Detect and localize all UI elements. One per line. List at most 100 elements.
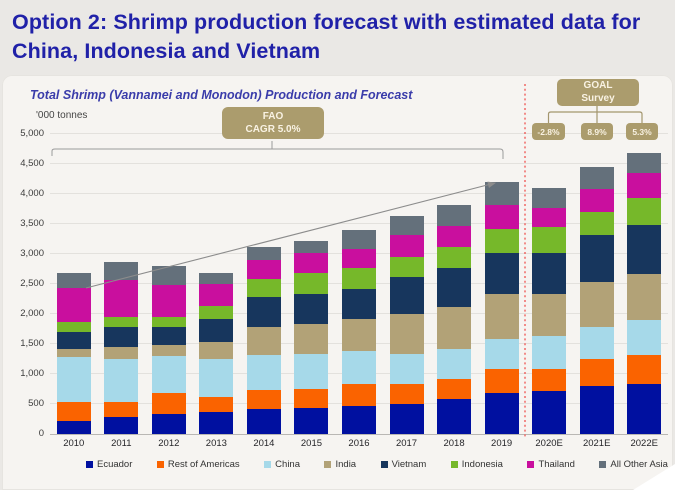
bar-segment-india-2013 (199, 342, 234, 359)
y-tick-500: 500 (28, 398, 44, 409)
goal-growth-2022e: 5.3% (626, 123, 658, 140)
legend-label-indonesia: Indonesia (461, 459, 503, 470)
bar-segment-rest-of-americas-2016 (342, 383, 376, 407)
bar-segment-rest-of-americas-2011 (104, 402, 139, 418)
bar-segment-thailand-2022e (627, 173, 662, 199)
bar-segment-all-other-asia-2020e (532, 188, 567, 209)
y-tick-0: 0 (38, 428, 44, 439)
bar-segment-india-2011 (104, 347, 139, 359)
legend-item-indonesia: Indonesia (450, 459, 503, 470)
x-tick-2010: 2010 (63, 438, 85, 449)
legend-swatch-indonesia (450, 461, 458, 468)
bar-segment-india-2015 (294, 324, 329, 355)
y-tick-4500: 4,500 (20, 158, 44, 169)
bar-segment-ecuador-2018 (437, 399, 472, 434)
bar-segment-vietnam-2022e (627, 224, 662, 274)
x-tick-2015: 2015 (300, 438, 323, 449)
gridline-4000 (50, 193, 668, 194)
gridline-3500 (50, 223, 668, 224)
bar-segment-rest-of-americas-2020e (532, 368, 567, 391)
gridline-5000 (50, 133, 668, 134)
y-tick-1000: 1,000 (20, 368, 44, 379)
y-tick-5000: 5,000 (20, 128, 44, 139)
bar-segment-china-2019 (484, 338, 519, 369)
bar-segment-rest-of-americas-2013 (199, 397, 234, 413)
bar-segment-indonesia-2019 (484, 228, 519, 254)
bar-segment-vietnam-2011 (104, 327, 139, 347)
goal-growth-2021e: 8.9% (581, 123, 613, 140)
y-tick-2000: 2,000 (20, 308, 44, 319)
bar-segment-all-other-asia-2019 (484, 182, 519, 206)
bar-segment-indonesia-2012 (151, 317, 186, 327)
bar-segment-ecuador-2019 (484, 392, 519, 434)
legend-item-china: China (264, 459, 300, 470)
bar-segment-china-2015 (294, 354, 329, 389)
bar-segment-vietnam-2013 (199, 318, 234, 343)
y-axis-tick-labels: 0 500 1,000 1,500 2,000 2,500 3,000 3,500 4,000 4… (0, 128, 44, 439)
legend-swatch-rest-of-americas (156, 461, 164, 468)
bar-segment-china-2021e (579, 327, 614, 359)
chart-title: Total Shrimp (Vannamei and Monodon) Prod… (30, 88, 413, 102)
legend-swatch-ecuador (86, 461, 93, 468)
bar-segment-thailand-2019 (484, 205, 519, 229)
bar-segment-thailand-2016 (342, 248, 376, 268)
legend-item-vietnam: Vietnam (380, 459, 426, 470)
bar-segment-ecuador-2021e (579, 386, 614, 434)
legend-label-india: India (335, 459, 357, 470)
legend-swatch-all-other-asia (599, 461, 607, 468)
bar-segment-all-other-asia-2014 (246, 246, 281, 260)
bar-segment-indonesia-2013 (199, 305, 234, 319)
bar-segment-china-2011 (104, 359, 139, 403)
chart-legend: Ecuador Rest of Americas China India Vietnam… (86, 459, 668, 470)
goal-survey-callout: GOAL Survey (557, 79, 639, 106)
bar-segment-china-2012 (151, 356, 186, 394)
x-tick-2011: 2011 (111, 438, 132, 449)
bar-segment-rest-of-americas-2021e (579, 359, 614, 386)
bar-segment-thailand-2013 (199, 284, 234, 306)
bar-segment-vietnam-2016 (342, 288, 376, 319)
bar-segment-all-other-asia-2022e (627, 153, 662, 173)
x-axis-tick-labels: 2010 2011 2012 2013 2014 2015 2016 2017 2018 2019… (50, 438, 668, 452)
x-tick-2012: 2012 (158, 438, 180, 449)
bar-segment-ecuador-2012 (151, 414, 186, 434)
bar-segment-rest-of-americas-2015 (294, 389, 329, 409)
y-tick-3000: 3,000 (20, 248, 44, 259)
bar-segment-rest-of-americas-2010 (56, 402, 91, 421)
bar-segment-all-other-asia-2012 (151, 266, 186, 285)
bar-segment-ecuador-2010 (56, 420, 91, 434)
bar-segment-all-other-asia-2017 (389, 215, 424, 236)
legend-item-india: India (324, 459, 356, 470)
legend-item-rest-of-americas: Rest of Americas (156, 459, 240, 470)
bar-segment-rest-of-americas-2014 (246, 390, 281, 409)
bar-segment-vietnam-2017 (389, 277, 424, 314)
bar-segment-indonesia-2014 (246, 278, 281, 298)
bar-segment-vietnam-2015 (294, 294, 329, 325)
goal-survey-line1: GOAL (583, 80, 613, 91)
bar-segment-vietnam-2019 (484, 253, 519, 294)
bar-segment-all-other-asia-2010 (56, 273, 91, 289)
x-axis-line (50, 434, 668, 435)
bar-segment-thailand-2018 (437, 225, 472, 248)
bar-segment-rest-of-americas-2018 (437, 378, 472, 400)
bar-segment-india-2010 (56, 349, 91, 358)
bar-segment-ecuador-2016 (342, 406, 376, 434)
bar-segment-india-2021e (579, 282, 614, 328)
bar-segment-indonesia-2010 (56, 321, 91, 332)
gridline-4500 (50, 163, 668, 164)
bar-segment-all-other-asia-2013 (199, 273, 234, 284)
bar-segment-india-2019 (484, 293, 519, 339)
bar-segment-india-2022e (627, 273, 662, 321)
bar-segment-thailand-2014 (246, 260, 281, 279)
bar-segment-india-2014 (246, 327, 281, 356)
bar-segment-all-other-asia-2011 (104, 261, 139, 281)
page-title: Option 2: Shrimp production forecast wit… (12, 10, 641, 63)
goal-survey-line2: Survey (581, 92, 615, 104)
y-tick-4000: 4,000 (20, 188, 44, 199)
bar-segment-indonesia-2022e (627, 198, 662, 225)
x-tick-2016: 2016 (348, 438, 370, 449)
bar-segment-all-other-asia-2021e (579, 167, 614, 189)
bar-segment-rest-of-americas-2017 (389, 383, 424, 404)
x-tick-2019: 2019 (491, 438, 513, 449)
bar-segment-thailand-2021e (579, 188, 614, 212)
